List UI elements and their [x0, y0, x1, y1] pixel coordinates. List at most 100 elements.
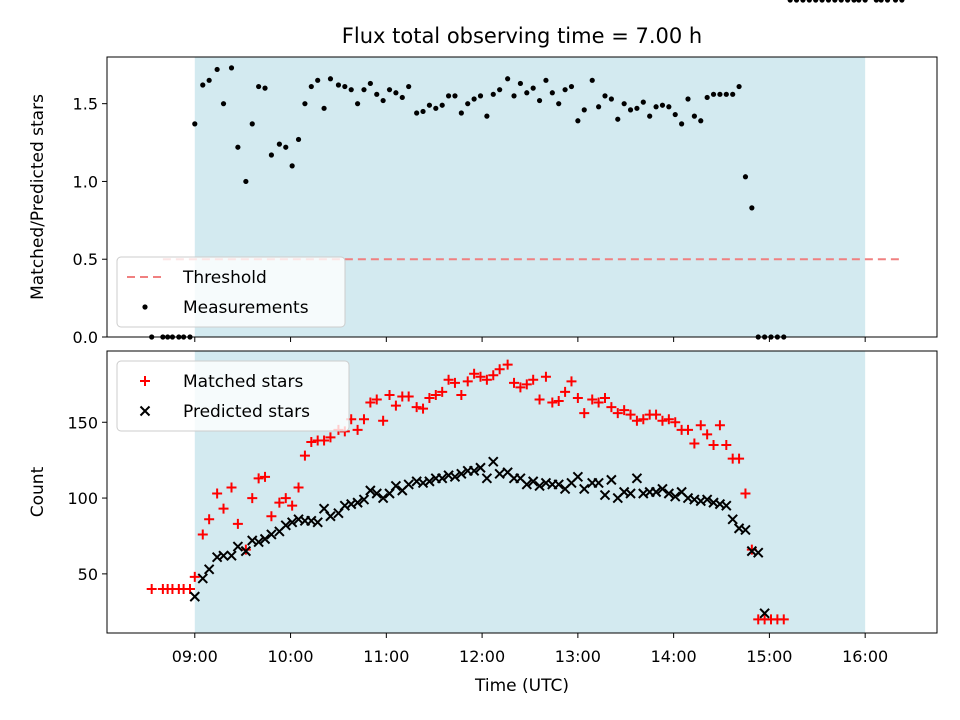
- matched-stars-point: [534, 394, 545, 405]
- predicted-stars-point: [740, 524, 751, 536]
- matched-stars-point: [226, 482, 237, 493]
- measurements-point: [426, 102, 433, 108]
- measurements-point: [327, 76, 334, 82]
- matched-stars-point: [579, 408, 590, 419]
- matched-stars-point: [418, 403, 429, 414]
- axes-frame: [106, 56, 938, 338]
- matched-stars-point: [494, 364, 505, 375]
- predicted-stars-point: [424, 476, 435, 487]
- panel-1: 0.0 0.5 1.0 1.5 Matched/Predicted stars Thres…: [28, 0, 938, 347]
- predicted-stars-point: [759, 608, 770, 619]
- measurements-point: [556, 101, 562, 107]
- measurements-point: [354, 101, 361, 107]
- measurements-point: [813, 0, 819, 3]
- measurements-point: [445, 93, 452, 99]
- measurements-point: [243, 178, 249, 185]
- measurements-point: [342, 83, 348, 90]
- matched-stars-point: [515, 382, 526, 393]
- measurements-point: [581, 107, 587, 113]
- measurements-point: [283, 144, 289, 150]
- matched-stars-point: [689, 438, 700, 449]
- predicted-stars-point: [572, 471, 584, 483]
- predicted-stars-point: [657, 483, 668, 495]
- measurements-point: [206, 77, 212, 83]
- measurements-point: [192, 121, 198, 127]
- matched-stars-point: [146, 584, 157, 595]
- predicted-stars-point: [266, 529, 277, 540]
- y-tick-label: 50: [78, 565, 98, 584]
- measurements-point: [543, 77, 549, 83]
- matched-stars-point: [606, 402, 617, 413]
- predicted-stars-point: [579, 483, 590, 495]
- x-tick-label: 13:00: [555, 647, 601, 666]
- measurements-point: [698, 118, 704, 124]
- predicted-stars-point: [481, 473, 493, 484]
- predicted-stars-point: [553, 479, 564, 490]
- matched-stars-point: [540, 371, 551, 382]
- measurements-point: [730, 91, 736, 97]
- legend-label: Measurements: [183, 298, 309, 318]
- y-tick-label: 0.5: [73, 250, 98, 269]
- legend-label: Predicted stars: [183, 402, 310, 422]
- predicted-stars-point: [625, 488, 636, 499]
- matched-stars-point: [612, 408, 623, 419]
- predicted-stars-point: [240, 545, 252, 557]
- predicted-stars-point: [701, 494, 713, 505]
- legend: Threshold Measurements: [116, 256, 346, 328]
- predicted-stars-point: [599, 489, 611, 501]
- legend-swatch: [140, 376, 150, 386]
- y-tick-label: 150: [67, 413, 98, 432]
- measurements-point: [276, 141, 282, 147]
- predicted-stars-point: [358, 494, 370, 505]
- matched-stars-point: [469, 368, 480, 379]
- measurements-point: [458, 110, 464, 116]
- measurements-point: [892, 0, 899, 3]
- predicted-stars-point: [721, 500, 732, 511]
- measurements-point: [374, 91, 380, 97]
- measurements-point: [704, 94, 710, 101]
- y-tick-label: 100: [67, 489, 98, 508]
- measurements-point: [800, 0, 806, 3]
- matched-stars-point: [572, 393, 583, 403]
- matched-stars-point: [371, 394, 382, 405]
- matched-stars-point: [358, 414, 369, 425]
- matched-stars-point: [253, 473, 264, 484]
- measurements-point: [289, 163, 295, 169]
- measurements-point: [321, 105, 327, 111]
- measurements-point: [484, 113, 490, 119]
- predicted-stars-point: [475, 462, 486, 473]
- matched-stars-point: [212, 488, 223, 499]
- predicted-stars-point: [436, 473, 448, 484]
- measurements-point: [653, 104, 659, 110]
- x-tick-label: 11:00: [363, 647, 409, 666]
- matched-stars-point: [593, 397, 604, 408]
- matched-stars-point: [384, 389, 395, 400]
- measurements-point: [596, 104, 602, 110]
- predicted-stars-point: [203, 564, 215, 575]
- matched-stars-point: [204, 514, 215, 525]
- measurements-point: [562, 87, 568, 93]
- matched-stars-point: [695, 420, 706, 431]
- matched-stars-point: [566, 376, 577, 387]
- matched-stars-point: [449, 377, 460, 388]
- matched-stars-point: [778, 614, 789, 625]
- predicted-stars-point: [534, 480, 545, 492]
- legend-label: Threshold: [182, 268, 267, 288]
- measurements-point: [851, 0, 857, 3]
- predicted-stars-point: [312, 517, 323, 528]
- matched-stars-point: [260, 471, 271, 482]
- predicted-stars-point: [488, 456, 499, 467]
- y-tick-label: 1.5: [73, 95, 98, 114]
- matched-stars-point: [456, 389, 467, 400]
- measurements-point: [439, 102, 445, 108]
- measurements-point: [749, 205, 755, 211]
- matched-stars-point: [325, 432, 336, 443]
- legend-swatch: [139, 405, 151, 417]
- measurements-point: [793, 0, 800, 3]
- predicted-stars-point: [663, 488, 675, 499]
- predicted-stars-point: [286, 517, 298, 528]
- measurements-point: [838, 0, 844, 3]
- measurements-point: [589, 77, 595, 83]
- panel-2: 50 100 150 09:00 10:00 11:00 12:00 13:00 14:00 15…: [28, 351, 938, 666]
- matched-stars-point: [352, 424, 363, 435]
